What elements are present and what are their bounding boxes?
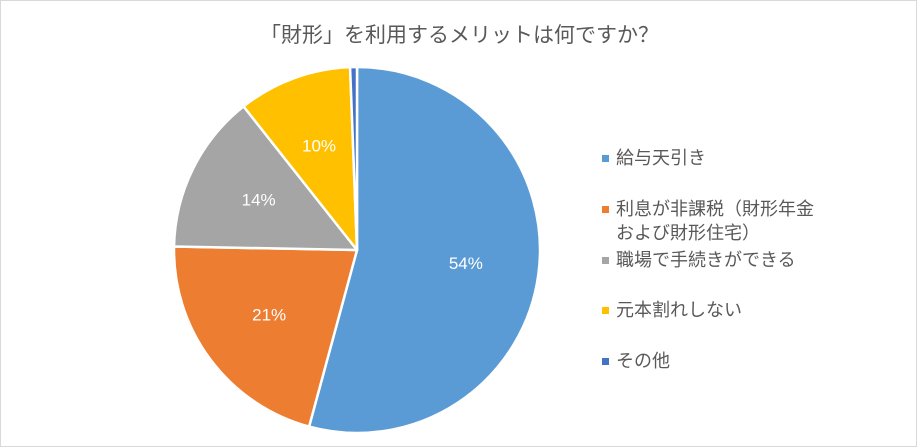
legend-label: 職場で手続きができる xyxy=(616,250,796,271)
legend-item: 職場で手続きができる xyxy=(602,249,831,273)
pie-slice xyxy=(242,65,359,252)
pie-slice xyxy=(172,245,359,428)
slice-data-label: 21% xyxy=(252,305,286,324)
legend-item: 利息が非課税（財形年金および財形住宅） xyxy=(602,198,831,246)
slice-data-label: 54% xyxy=(449,254,483,273)
slice-data-label: 10% xyxy=(302,136,336,155)
legend-label: 元本割れしない xyxy=(616,300,742,321)
legend-swatch xyxy=(602,307,609,314)
legend-swatch xyxy=(602,206,609,213)
slice-data-label: 14% xyxy=(242,191,276,210)
legend-swatch xyxy=(602,257,609,264)
legend-item: その他 xyxy=(602,350,831,374)
legend-item: 元本割れしない xyxy=(602,299,831,323)
pie-slice xyxy=(172,105,359,252)
chart-title: 「財形」を利用するメリットは何ですか？ xyxy=(260,23,659,47)
legend-item: 給与天引き xyxy=(602,147,831,171)
legend-swatch xyxy=(602,155,609,162)
pie-slice xyxy=(348,65,359,252)
legend-label: 利息が非課税（財形年金および財形住宅） xyxy=(616,199,814,244)
pie-slice xyxy=(307,65,542,435)
legend-label: その他 xyxy=(616,351,670,372)
legend-swatch xyxy=(602,358,609,365)
legend-label: 給与天引き xyxy=(616,148,706,169)
